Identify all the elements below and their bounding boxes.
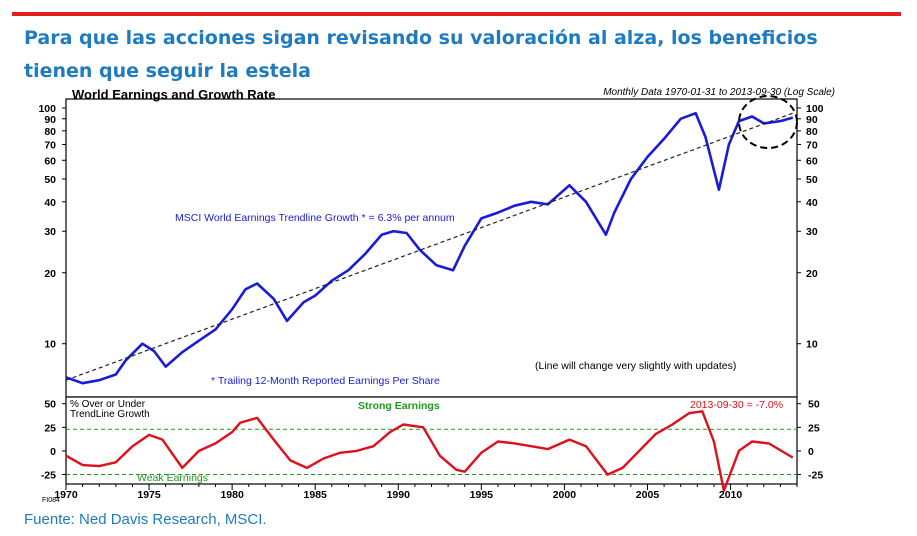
y-tick-right-label: 90 (806, 114, 818, 126)
earnings-line (65, 111, 794, 385)
y-tick-left-label: 100 (38, 103, 56, 115)
y-tick-right-label: 70 (806, 140, 818, 152)
source-caption: Fuente: Ned Davis Research, MSCI. (24, 511, 267, 528)
trendline (65, 112, 794, 381)
y-tick-left-label: 10 (44, 339, 56, 351)
y-tick-right-label: 80 (806, 126, 818, 138)
latest-value-label: 2013-09-30 = -7.0% (690, 399, 783, 411)
x-tick-label: 1975 (137, 489, 161, 501)
bottom-y-label-right: 25 (808, 422, 820, 434)
bottom-ylabel-line2: TrendLine Growth (70, 409, 150, 420)
x-tick-label: 2005 (636, 489, 660, 501)
bottom-y-label-left: 50 (44, 399, 56, 411)
x-tick-label: 1985 (304, 489, 328, 501)
bottom-y-label-left: 25 (44, 422, 56, 434)
y-tick-right-label: 20 (806, 268, 818, 280)
update-note: (Line will change very slightly with upd… (535, 360, 736, 372)
x-tick-label: 1970 (54, 489, 78, 501)
y-tick-left-label: 60 (44, 155, 56, 167)
bottom-y-label-right: -25 (808, 470, 823, 482)
deviation-line (65, 410, 794, 492)
footnote-label: * Trailing 12-Month Reported Earnings Pe… (211, 375, 440, 387)
accent-bar (12, 12, 901, 16)
y-tick-left-label: 70 (44, 140, 56, 152)
weak-earnings-label: Weak Earnings (137, 472, 208, 484)
bottom-series-layer (65, 410, 794, 492)
highlight-circle (738, 95, 798, 149)
bottom-y-label-right: 0 (808, 446, 814, 458)
bottom-y-label-right: 50 (808, 399, 820, 411)
x-axis: 1970 1975 1980 1985 1990 1995 2000 2005 2010 (54, 484, 798, 501)
headline-line-2: tienen que seguir la estela (24, 60, 311, 82)
y-tick-left-label: 90 (44, 114, 56, 126)
y-tick-right-label: 50 (806, 174, 818, 186)
x-tick-label: 2000 (553, 489, 577, 501)
y-tick-right-label: 40 (806, 197, 818, 209)
chart-code: FI084 (42, 497, 60, 504)
x-tick-label: 1990 (387, 489, 411, 501)
series-label: MSCI World Earnings Trendline Growth * =… (175, 212, 455, 224)
y-tick-left-label: 20 (44, 268, 56, 280)
bottom-axis-layer: 50 50 25 25 0 0 -25 -25 (41, 399, 824, 482)
headline-line-1: Para que las acciones sigan revisando su… (24, 27, 818, 49)
y-tick-right-label: 10 (806, 339, 818, 351)
y-tick-left-label: 30 (44, 226, 56, 238)
bottom-ylabel-line1: % Over or Under (70, 399, 146, 410)
top-panel-frame (65, 98, 798, 398)
slide-headline: Para que las acciones sigan revisando su… (24, 22, 884, 88)
strong-earnings-label: Strong Earnings (358, 400, 440, 412)
y-tick-right-label: 100 (806, 103, 824, 115)
top-chart-title: World Earnings and Growth Rate (72, 87, 275, 102)
y-tick-right-label: 30 (806, 226, 818, 238)
bottom-y-label-left: 0 (50, 446, 56, 458)
y-tick-left-label: 50 (44, 174, 56, 186)
y-tick-left-label: 40 (44, 197, 56, 209)
y-tick-left-label: 80 (44, 126, 56, 138)
top-chart-subtitle: Monthly Data 1970-01-31 to 2013-09-30 (L… (603, 87, 835, 98)
x-tick-label: 1980 (220, 489, 244, 501)
top-series-layer (65, 111, 794, 385)
y-tick-right-label: 60 (806, 155, 818, 167)
x-tick-label: 2010 (719, 489, 743, 501)
x-tick-label: 1995 (470, 489, 494, 501)
bottom-y-label-left: -25 (41, 470, 56, 482)
